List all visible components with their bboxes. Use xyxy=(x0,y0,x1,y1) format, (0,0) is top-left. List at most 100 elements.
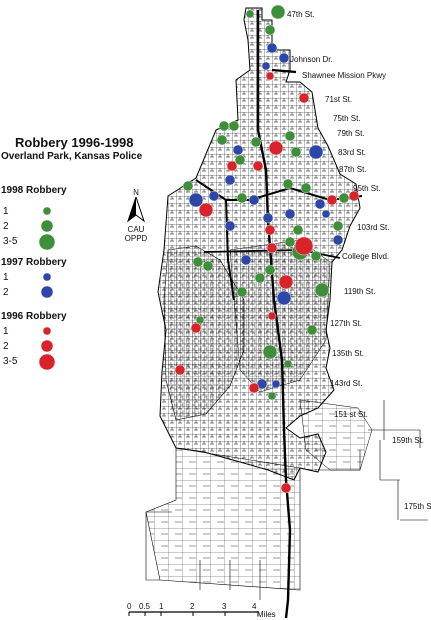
incident-1997-dot xyxy=(278,52,290,64)
incident-1998-dot xyxy=(267,391,277,401)
scale-unit: Miles xyxy=(257,610,276,619)
incident-1996-dot xyxy=(198,202,214,218)
city-street-network xyxy=(145,7,428,619)
incident-1996-dot xyxy=(248,382,260,394)
incident-1998-dot xyxy=(182,180,194,192)
incident-1998-dot xyxy=(338,192,350,204)
street-label: 103rd St. xyxy=(357,223,389,232)
scale-label: 2 xyxy=(190,602,195,611)
incident-1998-dot xyxy=(314,282,330,298)
scale-label: 0.5 xyxy=(139,602,151,611)
incident-1996-dot xyxy=(348,190,360,202)
incident-1996-dot xyxy=(280,482,292,494)
incident-1996-dot xyxy=(294,236,314,256)
street-label: 143rd St. xyxy=(330,379,362,388)
street-label: Shawnee Mission Pkwy xyxy=(302,71,386,80)
incident-1997-dot xyxy=(271,379,281,389)
incident-1996-dot xyxy=(278,274,294,290)
incident-1996-dot xyxy=(326,194,338,206)
street-label: 135th St. xyxy=(332,349,364,358)
incident-1998-dot xyxy=(262,344,278,360)
incident-1996-dot xyxy=(267,311,277,321)
scale-bar: 0 0.5 1 2 3 4 Miles xyxy=(127,602,276,619)
legend-label: 1 xyxy=(3,272,9,283)
street-label: 127th St. xyxy=(330,319,362,328)
legend-swatch-1996-3 xyxy=(38,353,56,370)
street-label: 175th St xyxy=(404,502,431,511)
incident-1996-dot xyxy=(268,140,284,156)
incident-1998-dot xyxy=(264,264,276,276)
incident-1998-dot xyxy=(290,146,302,158)
incident-1998-dot xyxy=(306,324,318,336)
street-labels: 47th St. Johnson Dr. Shawnee Mission Pkw… xyxy=(287,10,431,511)
legend-label: 3-5 xyxy=(3,356,18,367)
scale-label: 3 xyxy=(222,602,227,611)
legend-label: 2 xyxy=(3,287,9,298)
street-label: 71st St. xyxy=(325,95,352,104)
map-title: Robbery 1996-1998 xyxy=(15,135,134,150)
street-label: 75th St. xyxy=(333,114,361,123)
incident-1996-dot xyxy=(266,242,278,254)
legend-swatch-1996-2 xyxy=(40,339,54,353)
incident-1997-dot xyxy=(314,198,326,210)
street-label: 119th St. xyxy=(344,287,375,296)
incident-1998-dot xyxy=(282,178,294,190)
street-label: 83rd St. xyxy=(338,148,366,157)
legend-label: 1 xyxy=(3,326,9,337)
incident-1998-dot xyxy=(300,182,312,194)
incident-1998-dot xyxy=(228,120,240,132)
incident-1998-dot xyxy=(283,359,293,369)
incident-1997-dot xyxy=(276,290,292,306)
incident-1996-dot xyxy=(252,160,264,172)
legend-swatch-1997-1 xyxy=(42,272,52,282)
street-label: 95th St. xyxy=(353,184,381,193)
incident-1997-dot xyxy=(321,209,331,219)
incident-1997-dot xyxy=(224,220,236,232)
street-label: College Blvd. xyxy=(342,252,389,261)
incident-1996-dot xyxy=(298,92,310,104)
legend-label: 3-5 xyxy=(3,236,18,247)
street-label: 151 st St. xyxy=(334,410,368,419)
incident-1998-dot xyxy=(254,272,266,284)
legend-label: 2 xyxy=(3,341,9,352)
incident-1997-dot xyxy=(266,42,278,54)
legend-heading-1996: 1996 Robbery xyxy=(1,311,67,322)
incident-1997-dot xyxy=(188,192,204,208)
incident-1996-dot xyxy=(190,322,202,334)
street-label: 79th St. xyxy=(337,129,365,138)
legend-heading-1998: 1998 Robbery xyxy=(1,185,67,196)
incident-1997-dot xyxy=(262,212,274,224)
street-label: 87th St. xyxy=(339,165,367,174)
incident-1998-dot xyxy=(332,220,344,232)
legend-swatch-1996-1 xyxy=(42,326,52,336)
north-arrow-icon xyxy=(127,195,145,223)
incident-1998-dot xyxy=(236,286,248,298)
legend-swatch-1997-2 xyxy=(40,285,54,299)
legend-heading-1997: 1997 Robbery xyxy=(1,257,67,268)
street-label: 47th St. xyxy=(287,10,315,19)
scale-label: 4 xyxy=(252,602,257,611)
scale-label: 1 xyxy=(159,602,164,611)
street-label: Johnson Dr. xyxy=(290,55,333,64)
incident-1998-dot xyxy=(216,134,228,146)
incident-1997-dot xyxy=(308,144,324,160)
map-subtitle: Overland Park, Kansas Police xyxy=(1,151,143,162)
incident-1997-dot xyxy=(261,61,271,71)
agency-unit: CAU xyxy=(127,225,145,234)
legend-swatch-1998-2 xyxy=(40,219,54,233)
incident-1998-dot xyxy=(284,130,296,142)
agency-name: OPPD xyxy=(124,234,148,243)
incident-1998-dot xyxy=(234,154,246,166)
robbery-incidents xyxy=(174,4,360,494)
legend-swatch-1998-3 xyxy=(38,233,56,251)
incident-1998-dot xyxy=(264,24,276,36)
incident-1996-dot xyxy=(174,364,186,376)
incident-1998-dot xyxy=(236,192,248,204)
legend-symbols xyxy=(38,206,56,370)
incident-1997-dot xyxy=(232,144,244,156)
incident-1998-dot xyxy=(195,315,205,325)
legend-swatch-1998-1 xyxy=(42,206,52,216)
legend-label: 1 xyxy=(3,206,9,217)
incident-1996-dot xyxy=(265,71,275,81)
incident-1998-dot xyxy=(250,136,262,148)
